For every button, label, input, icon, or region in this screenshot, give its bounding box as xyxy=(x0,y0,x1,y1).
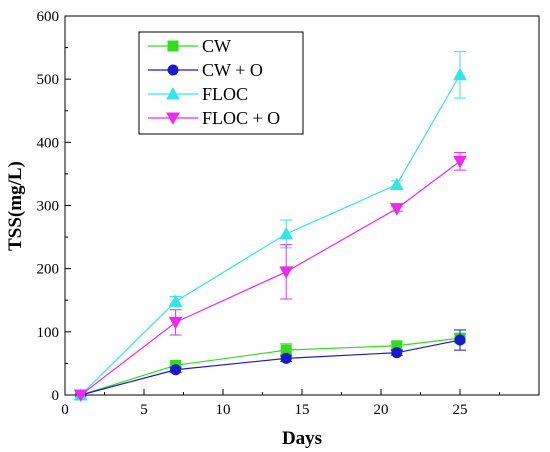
data-point xyxy=(453,155,467,169)
series-3 xyxy=(73,151,467,403)
y-tick-label: 100 xyxy=(37,325,60,341)
data-point xyxy=(170,364,182,376)
x-tick-label: 25 xyxy=(453,402,468,418)
data-point xyxy=(391,347,403,359)
x-tick-label: 0 xyxy=(61,402,69,418)
data-point xyxy=(453,67,467,81)
legend-marker xyxy=(167,64,179,76)
x-tick-label: 10 xyxy=(216,402,231,418)
legend-label: FLOC + O xyxy=(202,108,280,128)
legend-label: FLOC xyxy=(202,84,248,104)
y-tick-label: 500 xyxy=(37,72,60,88)
legend-label: CW xyxy=(202,36,231,56)
series-2 xyxy=(73,50,467,401)
data-point xyxy=(454,334,466,346)
data-point xyxy=(73,389,88,403)
data-point xyxy=(168,316,183,330)
y-axis-title: TSS(mg/L) xyxy=(5,161,26,251)
legend-marker xyxy=(167,40,179,52)
data-point xyxy=(389,177,404,191)
x-tick-label: 15 xyxy=(295,402,310,418)
y-tick-label: 300 xyxy=(37,199,60,215)
series-layer xyxy=(73,50,467,403)
y-tick-label: 0 xyxy=(52,388,60,404)
y-tick-label: 200 xyxy=(37,262,60,278)
series-0 xyxy=(75,332,466,401)
y-tick-label: 400 xyxy=(37,135,60,151)
series-1 xyxy=(75,329,466,401)
legend-box xyxy=(138,31,304,135)
x-tick-label: 20 xyxy=(374,402,389,418)
data-point xyxy=(168,294,183,308)
x-axis-title: Days xyxy=(282,428,322,449)
legend-marker xyxy=(166,86,180,100)
data-point xyxy=(389,203,404,216)
series-line xyxy=(80,339,461,396)
data-point xyxy=(279,226,294,240)
data-point xyxy=(279,266,294,279)
legend-marker xyxy=(166,112,180,126)
legend: CW CW + O FLOC FLOC + O xyxy=(138,31,304,135)
data-point xyxy=(280,352,292,364)
x-tick-label: 5 xyxy=(140,402,148,418)
axes: 0 5 10 15 20 25 0 100 200 300 400 500 600 xyxy=(37,9,540,418)
y-tick-label: 600 xyxy=(37,9,60,25)
legend-label: CW + O xyxy=(202,60,263,80)
series-line xyxy=(80,337,461,396)
